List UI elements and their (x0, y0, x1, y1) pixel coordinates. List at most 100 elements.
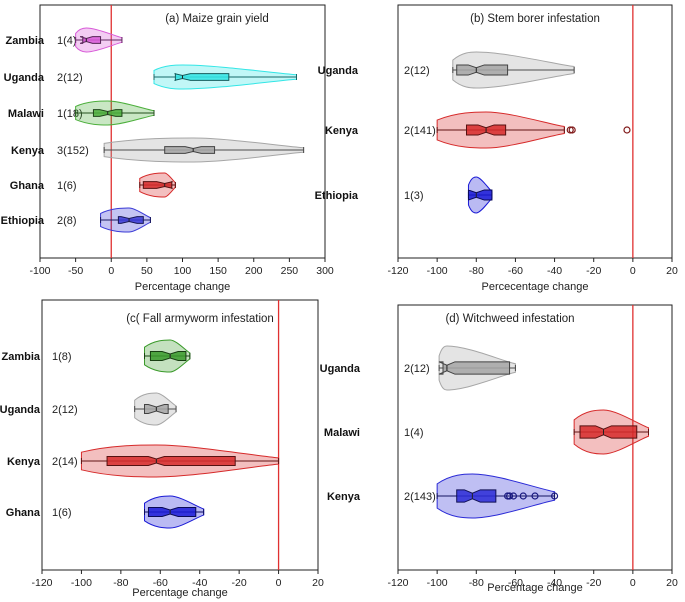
iqr-box (174, 73, 230, 81)
x-tick-label: -100 (427, 265, 448, 277)
violin-group-malawi: Malawi 1(4) (324, 409, 650, 455)
x-tick-label: -20 (586, 577, 601, 589)
x-tick-label: 100 (174, 265, 192, 277)
category-label: Zambia (5, 35, 44, 47)
outlier-point (550, 492, 559, 500)
category-label: Uganda (0, 404, 41, 416)
iqr-box (147, 507, 197, 517)
x-tick-label: -100 (71, 577, 92, 589)
iqr-box (117, 216, 144, 224)
sample-count: 2(8) (57, 215, 77, 227)
category-label: Kenya (327, 491, 361, 503)
iqr-box (438, 361, 511, 375)
x-tick-label: 20 (666, 265, 678, 277)
sample-count: 1(4) (57, 35, 77, 47)
x-tick-label: 250 (281, 265, 299, 277)
x-tick-label: 0 (630, 265, 636, 277)
x-tick-label: 20 (312, 577, 324, 589)
plot-frame (397, 4, 673, 259)
x-tick-label: -120 (31, 577, 52, 589)
category-label: Uganda (4, 72, 45, 84)
sample-count: 1(6) (52, 507, 72, 519)
violin-group-kenya: Kenya 2(14) (7, 444, 280, 478)
category-label: Malawi (8, 108, 44, 120)
x-tick-label: 150 (209, 265, 227, 277)
category-label: Kenya (325, 125, 359, 137)
iqr-box (456, 64, 509, 76)
outlier-point (531, 492, 539, 500)
x-tick-label: -20 (232, 577, 247, 589)
panel-c: (c( Fall armyworm infestation -120 -100 -80… (0, 299, 324, 599)
panel-title: (d) Witchweed infestation (445, 313, 574, 325)
iqr-box (164, 146, 216, 154)
category-label: Malawi (324, 427, 360, 439)
violin-group-zambia: Zambia 1(8) (1, 339, 191, 373)
x-tick-label: -60 (153, 577, 168, 589)
sample-count: 2(12) (404, 65, 430, 77)
iqr-box (149, 351, 187, 361)
x-tick-label: -40 (547, 265, 562, 277)
sample-count: 1(6) (57, 180, 77, 192)
outlier-point (519, 492, 527, 500)
violin-group-kenya: Kenya 2(143) (327, 473, 559, 519)
x-tick-label: -80 (469, 577, 484, 589)
sample-count: 2(14) (52, 456, 78, 468)
panel-title: (c( Fall armyworm infestation (126, 313, 274, 325)
x-tick-label: 200 (245, 265, 263, 277)
sample-count: 2(12) (57, 72, 83, 84)
sample-count: 1(4) (404, 427, 424, 439)
x-tick-label: -40 (192, 577, 207, 589)
outlier-point (623, 126, 631, 134)
sample-count: 2(143) (404, 491, 436, 503)
x-tick-label: -20 (586, 265, 601, 277)
violin-group-zambia: Zambia 1(4) (5, 27, 123, 53)
iqr-box (467, 189, 493, 201)
panel-title: (b) Stem borer infestation (470, 13, 600, 25)
x-axis-label: Percentage change (132, 587, 227, 599)
violin-group-kenya: Kenya 3(152) (11, 137, 305, 163)
sample-count: 2(12) (404, 363, 430, 375)
x-axis-label: Percentage change (487, 582, 582, 594)
violin-group-uganda: Uganda 2(12) (318, 51, 575, 89)
x-tick-label: -40 (547, 577, 562, 589)
sample-count: 3(152) (57, 145, 89, 157)
sample-count: 2(141) (404, 125, 436, 137)
iqr-box (79, 36, 102, 44)
panel-title: (a) Maize grain yield (165, 13, 269, 25)
x-tick-label: -80 (113, 577, 128, 589)
x-tick-label: -120 (387, 577, 408, 589)
violin-group-ghana: Ghana 1(6) (6, 495, 205, 529)
category-label: Ghana (10, 180, 45, 192)
panel-b: (b) Stem borer infestation -120 -100 -80 -60… (315, 4, 678, 293)
sample-count: 1(8) (52, 351, 72, 363)
x-tick-label: 300 (316, 265, 334, 277)
x-axis-label: Percecentage change (481, 281, 588, 293)
violin-group-ethiopia: Ethiopia 2(8) (1, 207, 151, 233)
violin-group-uganda: Uganda 2(12) (4, 64, 297, 90)
outlier-point (505, 492, 514, 500)
outlier-point (509, 492, 518, 500)
x-tick-label: -60 (508, 265, 523, 277)
x-tick-label: -100 (29, 265, 50, 277)
violin-group-uganda: Uganda 2(12) (0, 392, 177, 426)
violin-group-kenya: Kenya 2(141) (325, 111, 631, 149)
sample-count: 1(3) (404, 190, 424, 202)
category-label: Kenya (11, 145, 45, 157)
x-axis-label: Percentage change (135, 281, 230, 293)
panel-d: (d) Witchweed infestation -120 -100 -80 -60 -… (320, 304, 678, 594)
x-tick-label: 0 (276, 577, 282, 589)
x-tick-label: -80 (469, 265, 484, 277)
plot-frame (41, 299, 319, 571)
x-tick-label: -100 (427, 577, 448, 589)
x-tick-label: 50 (141, 265, 153, 277)
x-tick-label: -50 (68, 265, 83, 277)
iqr-box (142, 181, 173, 189)
violin-group-ethiopia: Ethiopia 1(3) (315, 176, 493, 214)
x-tick-label: -60 (508, 577, 523, 589)
violin-group-uganda: Uganda 2(12) (320, 345, 516, 391)
x-tick-label: 20 (666, 577, 678, 589)
x-tick-label: 0 (630, 577, 636, 589)
plot-frame (39, 4, 326, 259)
sample-count: 1(18) (57, 108, 83, 120)
